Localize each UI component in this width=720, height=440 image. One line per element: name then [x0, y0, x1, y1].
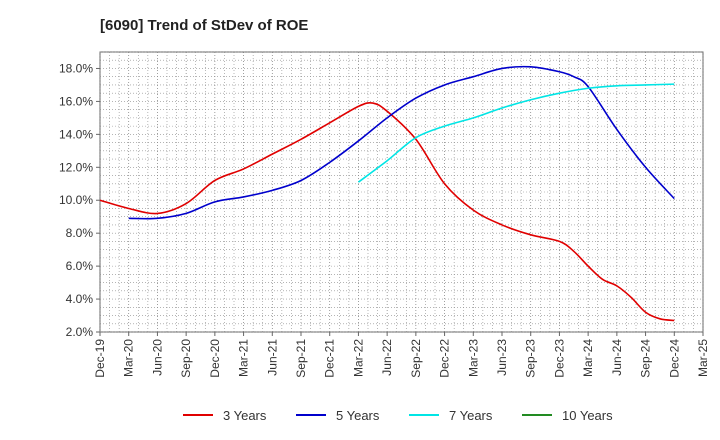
chart-title: [6090] Trend of StDev of ROE: [100, 17, 308, 34]
x-tick-label: Dec-24: [667, 339, 681, 378]
x-tick-label: Mar-24: [581, 339, 595, 377]
x-tick-label: Sep-20: [179, 339, 193, 378]
y-tick-label: 12.0%: [59, 160, 93, 174]
legend: 3 Years 5 Years 7 Years 10 Years: [183, 408, 613, 423]
y-axis-ticks: 2.0% 4.0% 6.0% 8.0% 10.0% 12.0% 14.0% 16.0% 18.0…: [59, 61, 100, 339]
y-tick-label: 2.0%: [66, 325, 94, 339]
y-tick-label: 18.0%: [59, 61, 93, 75]
legend-label: 3 Years: [223, 408, 267, 423]
x-tick-label: Sep-23: [524, 339, 538, 378]
x-tick-label: Jun-21: [265, 339, 279, 376]
y-tick-label: 8.0%: [66, 226, 94, 240]
x-tick-label: Jun-20: [150, 339, 164, 376]
x-tick-label: Jun-22: [380, 339, 394, 376]
series-lines: [99, 65, 675, 322]
series-line-1: [99, 101, 675, 322]
x-tick-label: Sep-24: [639, 339, 653, 378]
series-line-2: [128, 65, 675, 220]
x-tick-label: Mar-21: [237, 339, 251, 377]
x-tick-label: Sep-22: [409, 339, 423, 378]
x-axis-ticks: Dec-19 Mar-20 Jun-20 Sep-20 Dec-20 Mar-21 Jun-…: [93, 332, 710, 378]
x-tick-label: Mar-25: [696, 339, 710, 377]
x-tick-label: Jun-23: [495, 339, 509, 376]
x-tick-label: Sep-21: [294, 339, 308, 378]
x-tick-label: Mar-20: [122, 339, 136, 377]
x-tick-label: Dec-19: [93, 339, 107, 378]
y-tick-label: 16.0%: [59, 94, 93, 108]
x-tick-label: Dec-23: [552, 339, 566, 378]
y-tick-label: 10.0%: [59, 193, 93, 207]
legend-label: 5 Years: [336, 408, 380, 423]
x-tick-label: Dec-22: [438, 339, 452, 378]
y-tick-label: 4.0%: [66, 292, 94, 306]
x-tick-label: Mar-23: [466, 339, 480, 377]
x-tick-label: Mar-22: [351, 339, 365, 377]
series-line-3: [357, 83, 675, 183]
y-tick-label: 6.0%: [66, 259, 94, 273]
y-tick-label: 14.0%: [59, 127, 93, 141]
legend-label: 10 Years: [562, 408, 613, 423]
x-tick-label: Dec-20: [208, 339, 222, 378]
legend-label: 7 Years: [449, 408, 493, 423]
x-tick-label: Dec-21: [323, 339, 337, 378]
x-tick-label: Jun-24: [610, 339, 624, 376]
